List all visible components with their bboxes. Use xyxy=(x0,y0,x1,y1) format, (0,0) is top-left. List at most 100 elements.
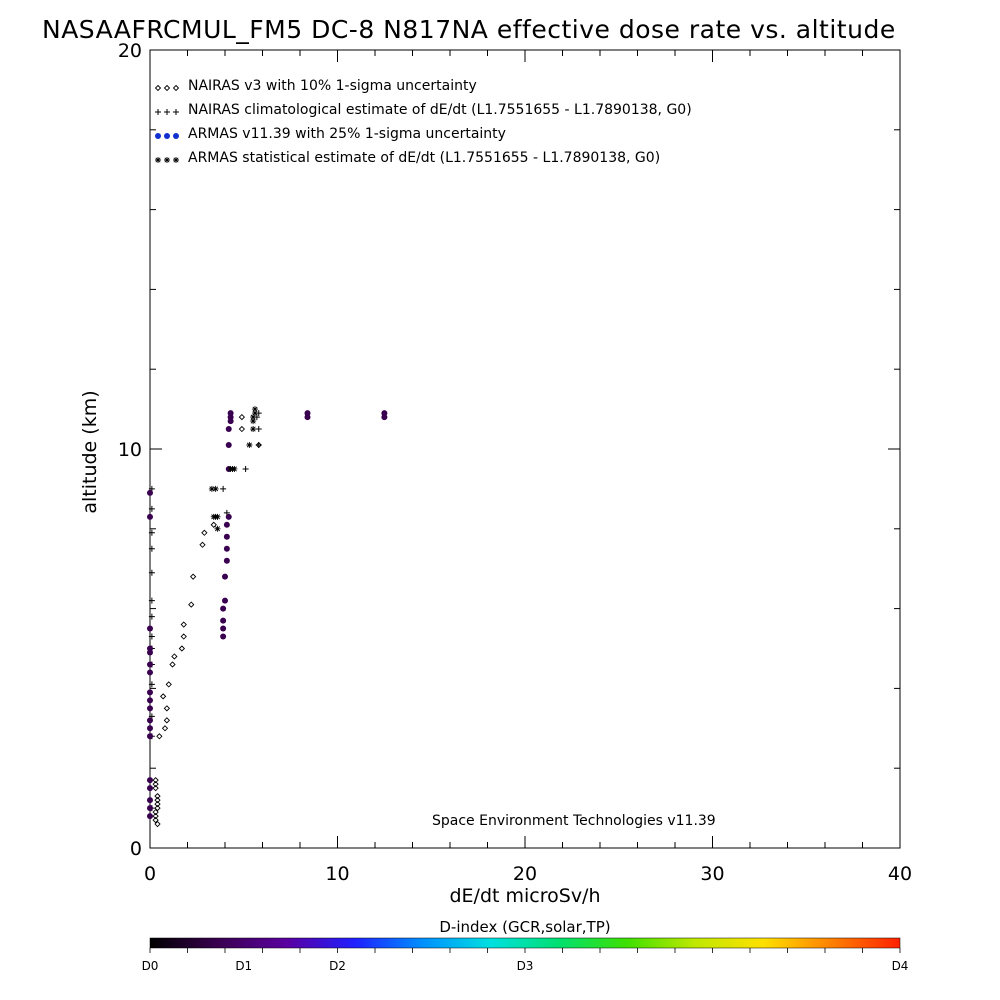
data-point-asterisk xyxy=(252,406,258,413)
plot-border xyxy=(149,49,901,849)
colorbar-tick-label: D1 xyxy=(235,959,252,973)
data-point-diamond xyxy=(152,812,159,820)
legend-marker-dot xyxy=(173,133,179,139)
data-point-plus xyxy=(148,569,155,576)
data-point-dot xyxy=(223,557,230,564)
data-point-plus xyxy=(148,545,155,552)
data-point-dot xyxy=(147,645,153,652)
data-point-diamond xyxy=(201,529,208,536)
legend-marker-diamond xyxy=(163,84,171,92)
x-tick-label: 30 xyxy=(700,863,724,885)
data-point-diamond xyxy=(165,681,172,688)
data-point-plus xyxy=(148,633,155,640)
x-axis-label: dE/dt microSv/h xyxy=(449,885,600,907)
x-tick-label: 0 xyxy=(144,863,156,885)
data-point-plus xyxy=(255,442,262,449)
y-tick-label: 20 xyxy=(118,40,142,62)
data-point-diamond xyxy=(163,717,171,724)
data-point-dot xyxy=(222,573,228,580)
data-point-dot xyxy=(225,513,232,520)
colorbar-tick-label: D4 xyxy=(892,959,909,973)
data-point-asterisk xyxy=(250,414,257,421)
data-point-diamond xyxy=(161,725,169,732)
data-point-diamond xyxy=(154,800,161,808)
data-point-diamond xyxy=(154,792,161,800)
data-point-plus xyxy=(148,613,155,620)
x-tick-label: 20 xyxy=(513,863,537,885)
legend-marker-diamond xyxy=(154,84,162,92)
data-point-dot xyxy=(147,489,153,496)
data-point-dot xyxy=(147,625,153,632)
data-point-dot xyxy=(220,633,227,640)
data-point-plus xyxy=(242,465,249,472)
data-point-diamond xyxy=(180,621,187,628)
data-point-dot xyxy=(225,426,232,433)
data-point-diamond xyxy=(169,661,176,668)
data-point-dot xyxy=(147,669,153,676)
legend-marker-asterisk xyxy=(173,157,179,163)
legend-label: NAIRAS climatological estimate of dE/dt … xyxy=(188,102,692,118)
data-point-diamond xyxy=(152,816,159,824)
legend-item: ARMAS statistical estimate of dE/dt (L1.… xyxy=(155,150,660,166)
series-dot xyxy=(147,410,388,820)
data-point-dot xyxy=(147,513,153,520)
data-point-dot xyxy=(304,410,311,417)
data-point-diamond xyxy=(210,521,217,528)
data-point-dot xyxy=(220,617,227,624)
legend-item: ARMAS v11.39 with 25% 1-sigma uncertaint… xyxy=(155,126,506,142)
data-point-dot xyxy=(147,797,153,804)
data-point-diamond xyxy=(156,733,163,740)
series-asterisk xyxy=(208,406,258,532)
data-point-asterisk xyxy=(212,485,219,492)
data-point-dot xyxy=(223,521,230,528)
data-point-dot xyxy=(225,442,232,449)
data-point-plus xyxy=(148,505,155,512)
data-point-asterisk xyxy=(231,465,238,472)
data-point-dot xyxy=(220,605,227,612)
x-axis: 0 10 20 30 40 xyxy=(144,50,912,885)
data-point-dot xyxy=(147,689,153,696)
legend-label: NAIRAS v3 with 10% 1-sigma uncertainty xyxy=(188,78,477,94)
plot-area xyxy=(149,49,901,849)
legend: NAIRAS v3 with 10% 1-sigma uncertainty NA… xyxy=(154,78,692,166)
data-point-dot xyxy=(147,805,153,812)
data-point-dot xyxy=(220,625,227,632)
colorbar xyxy=(149,937,901,949)
y-axis-label: altitude (km) xyxy=(79,390,101,513)
legend-marker-asterisk xyxy=(155,157,161,163)
legend-label: ARMAS statistical estimate of dE/dt (L1.… xyxy=(188,150,660,166)
data-point-asterisk xyxy=(208,485,215,492)
legend-marker-plus xyxy=(164,109,170,115)
data-point-dot xyxy=(147,813,153,820)
data-point-dot xyxy=(147,785,153,792)
data-point-asterisk xyxy=(250,426,257,433)
y-axis: 0 10 20 xyxy=(118,40,900,860)
colorbar-tick-label: D0 xyxy=(142,959,159,973)
data-point-dot xyxy=(223,533,230,540)
data-point-diamond xyxy=(152,808,159,816)
data-point-diamond xyxy=(152,785,159,792)
data-point-diamond xyxy=(154,804,161,812)
data-point-asterisk xyxy=(214,525,221,532)
legend-item: NAIRAS v3 with 10% 1-sigma uncertainty xyxy=(154,78,477,94)
data-point-dot xyxy=(147,717,153,724)
data-point-plus xyxy=(148,681,155,688)
colorbar-ticks: D0 D1 D2 D3 D4 xyxy=(142,948,909,973)
data-point-dot xyxy=(381,410,388,417)
y-tick-label: 10 xyxy=(118,439,142,461)
x-tick-label: 40 xyxy=(888,863,912,885)
y-tick-label: 0 xyxy=(130,838,142,860)
data-point-dot xyxy=(223,545,230,552)
data-point-diamond xyxy=(180,633,187,640)
data-point-diamond xyxy=(178,645,186,652)
series-diamond xyxy=(152,413,262,828)
legend-marker-plus xyxy=(173,109,179,115)
data-point-dot xyxy=(147,733,153,740)
data-points xyxy=(147,406,388,828)
data-point-plus xyxy=(148,597,155,604)
data-point-asterisk xyxy=(250,418,257,425)
data-point-diamond xyxy=(199,541,206,548)
data-point-dot xyxy=(227,410,234,417)
legend-marker-dot xyxy=(155,133,161,139)
